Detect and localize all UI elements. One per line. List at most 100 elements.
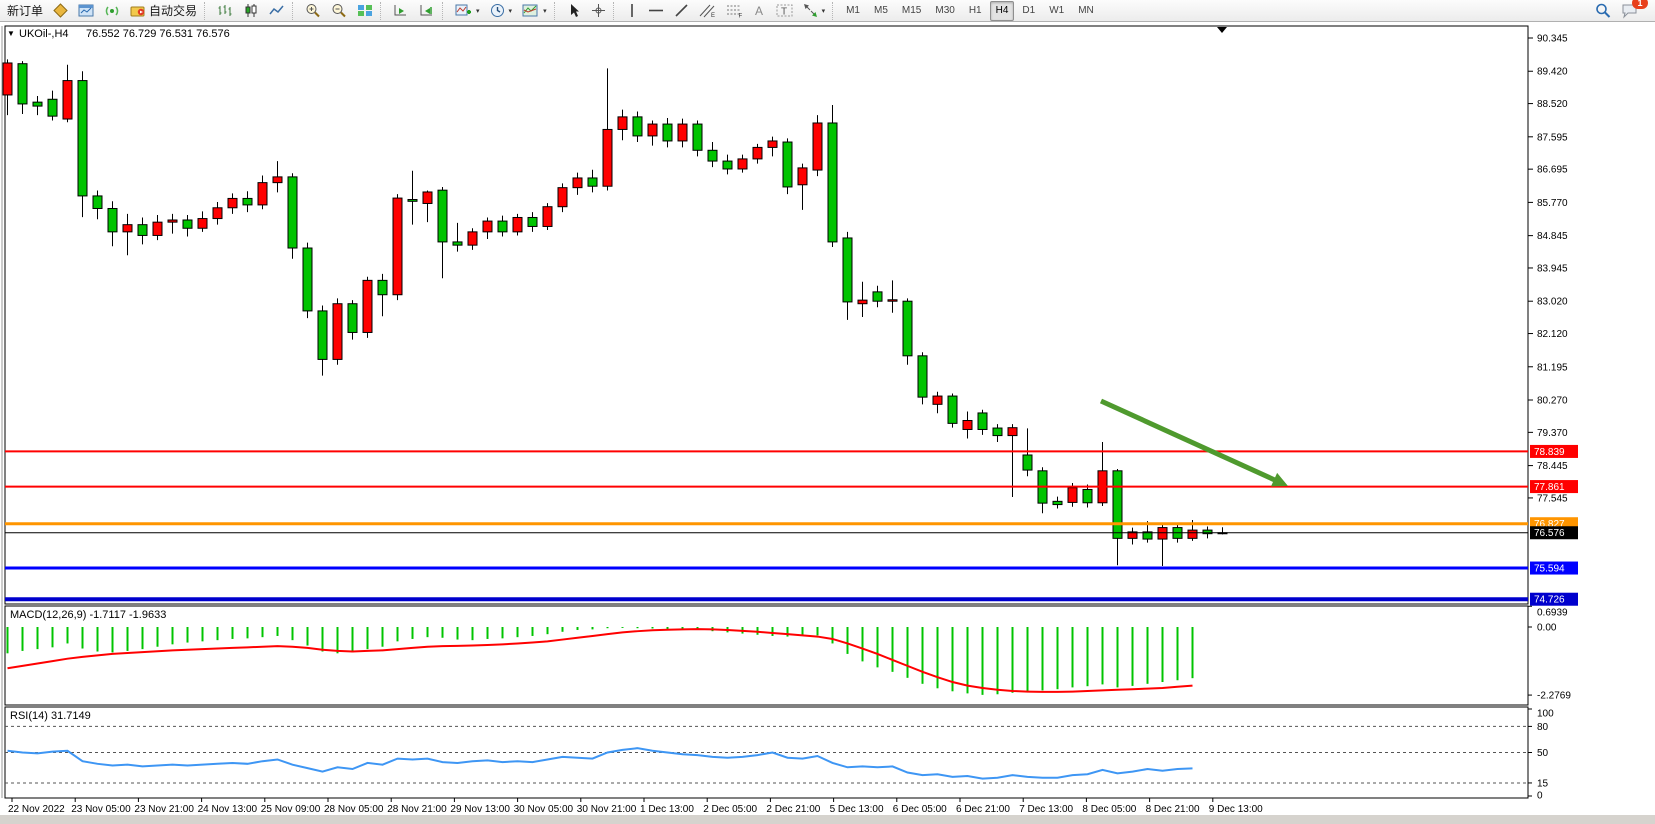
- zoom-in-button[interactable]: [300, 0, 326, 22]
- timeframe-m30[interactable]: M30: [935, 4, 955, 16]
- svg-text:-2.2769: -2.2769: [1537, 691, 1571, 702]
- chart-title-symbol: UKOil-,H4: [19, 28, 69, 40]
- crosshair-tool-button[interactable]: [586, 0, 611, 22]
- timeframe-d1[interactable]: D1: [1022, 4, 1036, 16]
- rsi-series: [5, 725, 1528, 784]
- timeframe-w1[interactable]: W1: [1049, 4, 1065, 16]
- svg-text:79.370: 79.370: [1537, 428, 1568, 439]
- hline-tool-button[interactable]: [643, 0, 669, 22]
- signal-button[interactable]: [99, 0, 125, 22]
- rsi-line: [7, 747, 1193, 780]
- svg-text:23 Nov 21:00: 23 Nov 21:00: [134, 804, 194, 815]
- text-icon: A: [755, 4, 763, 18]
- svg-text:82.120: 82.120: [1537, 329, 1568, 340]
- macd-axis[interactable]: 0.6939 0.00 -2.2769: [1528, 605, 1571, 702]
- line-chart-type-button[interactable]: [264, 0, 290, 22]
- chart-title-ohlc: 76.552 76.729 76.531 76.576: [86, 28, 230, 40]
- channel-tool-button[interactable]: E: [694, 0, 721, 22]
- timeframe-m15[interactable]: M15: [901, 4, 922, 16]
- svg-text:74.726: 74.726: [1534, 595, 1565, 606]
- chart-step-icon: [420, 5, 433, 16]
- notifications-button[interactable]: 1: [1616, 0, 1648, 22]
- timeframe-mn[interactable]: MN: [1078, 4, 1094, 16]
- toolbar-separator: [204, 1, 210, 20]
- chart-shift-marker-icon[interactable]: [1217, 27, 1227, 33]
- dropdown-caret-icon: ▾: [476, 7, 480, 15]
- svg-text:30 Nov 21:00: 30 Nov 21:00: [577, 804, 637, 815]
- svg-text:7 Dec 13:00: 7 Dec 13:00: [1019, 804, 1073, 815]
- indicators-button[interactable]: ▾: [450, 0, 485, 22]
- svg-text:78.839: 78.839: [1534, 447, 1565, 458]
- candlestick-type-button[interactable]: [238, 0, 264, 22]
- level-label-78.839: 78.839: [1530, 444, 1578, 458]
- chart-expander-icon[interactable]: ▼: [7, 29, 15, 38]
- svg-text:F: F: [738, 14, 742, 19]
- diamond-icon: [53, 3, 68, 18]
- toolbar-separator: [380, 1, 386, 20]
- svg-text:24 Nov 13:00: 24 Nov 13:00: [198, 804, 258, 815]
- level-label-74.726: 74.726: [1530, 592, 1578, 606]
- cursor-tool-button[interactable]: [562, 0, 586, 22]
- signal-icon: [105, 6, 119, 16]
- template-icon: [522, 4, 538, 17]
- svg-text:28 Nov 05:00: 28 Nov 05:00: [324, 804, 384, 815]
- svg-text:77.861: 77.861: [1534, 482, 1565, 493]
- macd-series: [6, 627, 1194, 695]
- periods-button[interactable]: ▾: [485, 0, 518, 22]
- search-button[interactable]: [1590, 0, 1616, 22]
- svg-text:77.545: 77.545: [1537, 493, 1568, 504]
- chart-profile-prev-button[interactable]: [414, 0, 440, 22]
- svg-text:5 Dec 13:00: 5 Dec 13:00: [830, 804, 884, 815]
- svg-text:29 Nov 13:00: 29 Nov 13:00: [450, 804, 510, 815]
- svg-text:T: T: [781, 7, 787, 18]
- autotrade-button[interactable]: 自动交易: [125, 0, 202, 22]
- trend-arrow-annotation[interactable]: [1099, 398, 1288, 487]
- svg-text:84.845: 84.845: [1537, 231, 1568, 242]
- templates-button[interactable]: ▾: [517, 0, 552, 22]
- text-label-icon: T: [776, 4, 793, 18]
- horizontal-line-icon: [648, 9, 663, 12]
- svg-text:75.594: 75.594: [1534, 564, 1565, 575]
- market-watch-button[interactable]: [73, 0, 99, 22]
- macd-label: MACD(12,26,9) -1.7117 -1.9633: [10, 609, 166, 621]
- timeframe-h4[interactable]: H4: [989, 0, 1015, 21]
- label-tool-button[interactable]: T: [771, 0, 798, 22]
- toolbar-separator: [832, 1, 838, 20]
- timeframe-m5[interactable]: M5: [874, 4, 888, 16]
- arrows-shape-icon: [803, 4, 817, 17]
- equidistant-channel-icon: E: [699, 4, 715, 18]
- notification-badge: 1: [1632, 0, 1648, 9]
- zoom-out-button[interactable]: [326, 0, 352, 22]
- vline-tool-button[interactable]: [621, 0, 643, 22]
- svg-text:81.195: 81.195: [1537, 362, 1568, 373]
- toolbar-separator: [292, 1, 298, 20]
- svg-text:0.6939: 0.6939: [1537, 608, 1568, 619]
- trendline-tool-button[interactable]: [669, 0, 694, 22]
- fibonacci-tool-button[interactable]: F: [721, 0, 748, 22]
- gold-diamond-icon[interactable]: [48, 0, 73, 22]
- main-panel[interactable]: [4, 25, 1529, 605]
- timeframe-h1[interactable]: H1: [968, 4, 982, 16]
- svg-text:76.576: 76.576: [1534, 528, 1565, 539]
- price-axis[interactable]: 90.345 89.420 88.520 87.595 86.695 85.770 84.8…: [1528, 34, 1568, 505]
- add-indicator-icon: [455, 4, 472, 16]
- shapes-tool-button[interactable]: ▾: [798, 0, 831, 22]
- new-order-button[interactable]: 新订单: [2, 0, 48, 22]
- tile-windows-button[interactable]: [352, 0, 378, 22]
- clock-icon: [490, 4, 504, 17]
- rsi-axis[interactable]: 100 80 50 15 0: [1528, 708, 1554, 802]
- text-tool-button[interactable]: A: [748, 0, 771, 22]
- quotes-window-icon: [78, 4, 94, 17]
- timeframe-m1[interactable]: M1: [846, 4, 860, 16]
- svg-text:83.945: 83.945: [1537, 263, 1568, 274]
- level-label-75.594: 75.594: [1530, 561, 1578, 575]
- svg-text:25 Nov 09:00: 25 Nov 09:00: [261, 804, 321, 815]
- svg-text:6 Dec 05:00: 6 Dec 05:00: [893, 804, 947, 815]
- svg-text:86.695: 86.695: [1537, 165, 1568, 176]
- macd-panel[interactable]: [4, 605, 1529, 706]
- chart-profile-next-button[interactable]: [388, 0, 414, 22]
- bar-chart-type-button[interactable]: [212, 0, 238, 22]
- time-axis[interactable]: 22 Nov 2022 23 Nov 05:00 23 Nov 21:00 24 No…: [8, 798, 1263, 815]
- svg-text:30 Nov 05:00: 30 Nov 05:00: [514, 804, 574, 815]
